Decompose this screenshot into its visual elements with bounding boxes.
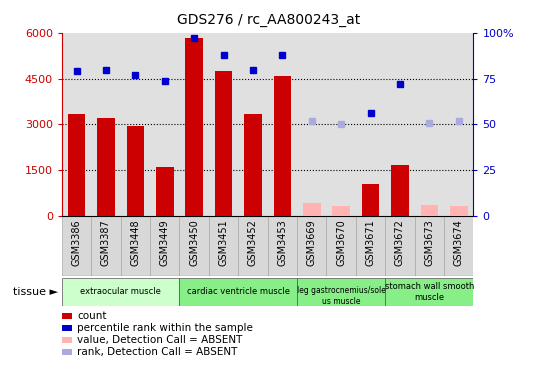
Text: GSM3449: GSM3449 bbox=[160, 219, 170, 266]
Bar bbox=[450, 206, 468, 216]
Bar bbox=[444, 216, 473, 276]
Bar bbox=[297, 278, 385, 306]
Bar bbox=[244, 114, 262, 216]
Bar bbox=[185, 38, 203, 216]
Text: GSM3453: GSM3453 bbox=[278, 219, 287, 266]
Text: GSM3674: GSM3674 bbox=[454, 219, 464, 266]
Bar bbox=[156, 167, 174, 216]
Text: cardiac ventricle muscle: cardiac ventricle muscle bbox=[187, 287, 290, 296]
Text: stomach wall smooth
muscle: stomach wall smooth muscle bbox=[385, 282, 474, 302]
Text: GSM3387: GSM3387 bbox=[101, 219, 111, 266]
Bar bbox=[385, 278, 473, 306]
Bar bbox=[180, 278, 297, 306]
Bar bbox=[62, 278, 180, 306]
Bar bbox=[356, 216, 385, 276]
Text: GSM3669: GSM3669 bbox=[307, 219, 317, 266]
Text: GSM3448: GSM3448 bbox=[130, 219, 140, 266]
Text: value, Detection Call = ABSENT: value, Detection Call = ABSENT bbox=[77, 335, 242, 345]
Bar bbox=[415, 216, 444, 276]
Bar bbox=[238, 216, 268, 276]
Bar bbox=[62, 216, 91, 276]
Bar bbox=[273, 76, 291, 216]
Bar bbox=[332, 206, 350, 216]
Text: GSM3450: GSM3450 bbox=[189, 219, 199, 266]
Bar bbox=[209, 216, 238, 276]
Bar bbox=[362, 184, 379, 216]
Text: leg gastrocnemius/sole: leg gastrocnemius/sole bbox=[297, 286, 386, 295]
Text: GSM3671: GSM3671 bbox=[365, 219, 376, 266]
Text: percentile rank within the sample: percentile rank within the sample bbox=[77, 323, 253, 333]
Text: us muscle: us muscle bbox=[322, 297, 360, 306]
Text: GSM3451: GSM3451 bbox=[218, 219, 229, 266]
Bar bbox=[391, 165, 409, 216]
Bar bbox=[121, 216, 150, 276]
Text: tissue ►: tissue ► bbox=[13, 287, 59, 297]
Text: extraocular muscle: extraocular muscle bbox=[80, 287, 161, 296]
Text: count: count bbox=[77, 311, 107, 321]
Text: GSM3452: GSM3452 bbox=[248, 219, 258, 266]
Bar bbox=[421, 205, 438, 216]
Bar bbox=[327, 216, 356, 276]
Bar bbox=[97, 118, 115, 216]
Bar bbox=[150, 216, 180, 276]
Bar bbox=[180, 216, 209, 276]
Bar bbox=[267, 216, 297, 276]
Text: GDS276 / rc_AA800243_at: GDS276 / rc_AA800243_at bbox=[178, 13, 360, 27]
Bar bbox=[303, 203, 321, 216]
Bar bbox=[215, 71, 232, 216]
Bar bbox=[91, 216, 121, 276]
Text: rank, Detection Call = ABSENT: rank, Detection Call = ABSENT bbox=[77, 347, 237, 357]
Bar bbox=[126, 126, 144, 216]
Text: GSM3672: GSM3672 bbox=[395, 219, 405, 266]
Text: GSM3670: GSM3670 bbox=[336, 219, 346, 266]
Bar bbox=[68, 114, 86, 216]
Text: GSM3386: GSM3386 bbox=[72, 219, 82, 266]
Bar bbox=[385, 216, 415, 276]
Bar bbox=[297, 216, 327, 276]
Text: GSM3673: GSM3673 bbox=[424, 219, 434, 266]
